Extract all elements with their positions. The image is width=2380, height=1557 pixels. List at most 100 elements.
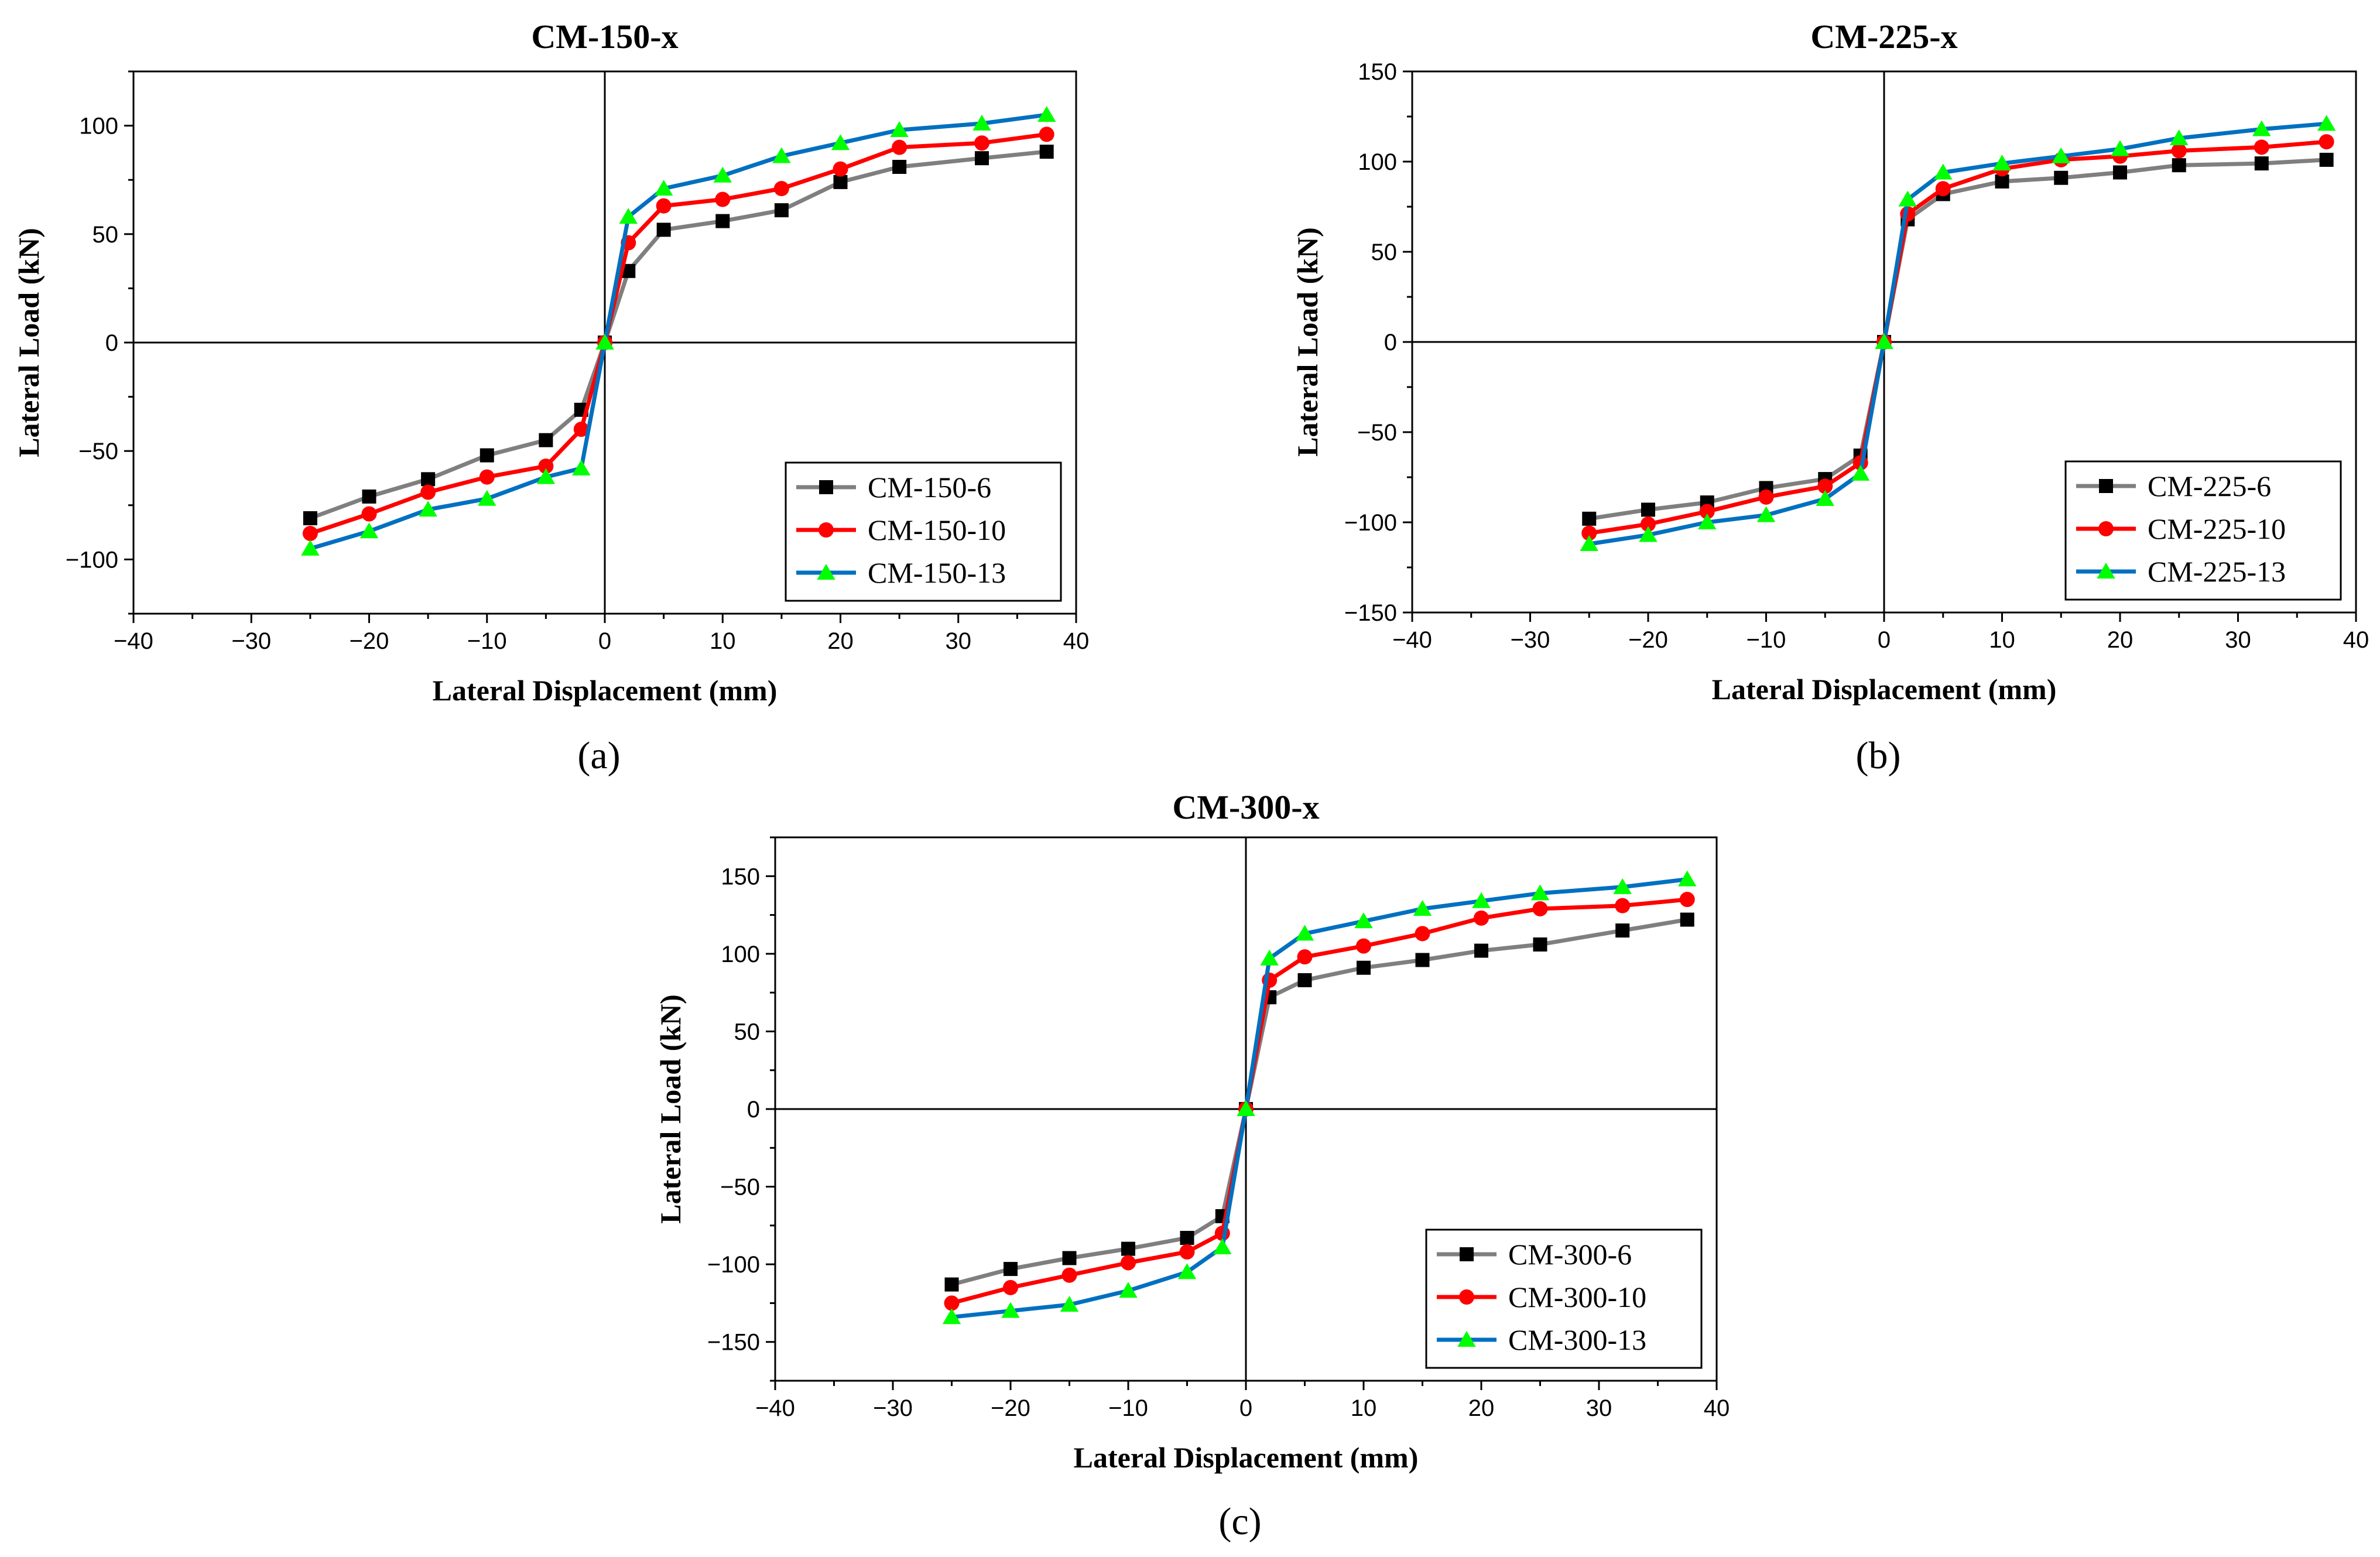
data-point bbox=[1678, 870, 1697, 887]
chart-title: CM-300-x bbox=[1172, 788, 1319, 826]
x-axis-label: Lateral Displacement (mm) bbox=[1074, 1441, 1419, 1474]
legend-entry: CM-150-6 bbox=[868, 471, 991, 504]
data-point bbox=[773, 181, 789, 197]
data-point bbox=[1816, 490, 1834, 506]
data-point bbox=[480, 448, 494, 463]
data-point bbox=[1472, 892, 1491, 908]
data-point bbox=[1180, 1231, 1194, 1245]
series-CM-150-13 bbox=[301, 106, 1056, 556]
data-point bbox=[1415, 953, 1430, 967]
data-point bbox=[1582, 511, 1597, 526]
data-point bbox=[1039, 145, 1054, 159]
legend-entry: CM-300-10 bbox=[1508, 1281, 1646, 1313]
data-point bbox=[654, 180, 673, 196]
x-tick-label: −30 bbox=[873, 1395, 913, 1421]
data-point bbox=[1851, 464, 1870, 481]
data-point bbox=[421, 472, 436, 487]
y-tick-label: 50 bbox=[93, 222, 119, 248]
legend-entry: CM-150-13 bbox=[868, 556, 1006, 589]
legend: CM-150-6 CM-150-10 CM-150-13 bbox=[785, 461, 1062, 602]
data-point bbox=[715, 214, 730, 228]
data-point bbox=[1001, 1302, 1020, 1318]
data-point bbox=[2113, 165, 2127, 180]
y-axis-label: Lateral Load (kN) bbox=[1291, 227, 1324, 457]
panel-label: (a) bbox=[577, 734, 620, 777]
data-point bbox=[359, 522, 379, 539]
y-tick-label: 100 bbox=[1358, 149, 1397, 175]
x-tick-label: −30 bbox=[231, 628, 271, 654]
data-point bbox=[419, 501, 437, 517]
y-axis-label: Lateral Load (kN) bbox=[654, 994, 687, 1224]
y-tick-label: −50 bbox=[720, 1175, 760, 1200]
data-point bbox=[1532, 901, 1548, 916]
x-tick-label: −40 bbox=[114, 628, 153, 654]
data-point bbox=[1357, 960, 1371, 975]
data-point bbox=[1474, 943, 1488, 958]
series-CM-225-13 bbox=[1580, 115, 2336, 551]
data-point bbox=[890, 121, 909, 138]
data-point bbox=[1699, 504, 1715, 519]
data-point bbox=[1356, 938, 1371, 954]
data-point bbox=[972, 114, 991, 131]
y-tick-label: −150 bbox=[707, 1330, 760, 1356]
y-tick-label: −50 bbox=[1357, 420, 1397, 446]
legend-marker bbox=[1457, 1331, 1476, 1347]
data-point bbox=[573, 422, 589, 437]
x-tick-label: −40 bbox=[755, 1395, 795, 1421]
x-tick-label: 40 bbox=[1063, 628, 1090, 654]
data-point bbox=[1297, 949, 1313, 965]
data-point bbox=[2171, 143, 2187, 159]
x-tick-label: −20 bbox=[350, 628, 389, 654]
data-point bbox=[1758, 489, 1774, 505]
x-tick-label: 20 bbox=[827, 628, 854, 654]
data-point bbox=[301, 539, 320, 556]
data-point bbox=[2054, 170, 2069, 185]
data-point bbox=[2319, 152, 2334, 167]
data-point bbox=[572, 459, 591, 475]
data-point bbox=[2252, 120, 2271, 136]
data-point bbox=[1934, 163, 1953, 180]
data-point bbox=[1698, 514, 1717, 529]
series-CM-300-13 bbox=[942, 870, 1697, 1325]
data-point bbox=[302, 525, 318, 541]
legend: CM-225-6 CM-225-10 CM-225-13 bbox=[2064, 460, 2342, 601]
data-point bbox=[1060, 1296, 1079, 1312]
data-point bbox=[892, 159, 907, 174]
legend-marker bbox=[817, 564, 835, 580]
data-point bbox=[1121, 1241, 1135, 1256]
data-point bbox=[1237, 1100, 1255, 1116]
data-point bbox=[538, 458, 554, 474]
data-point bbox=[1615, 923, 1630, 938]
legend-marker bbox=[2099, 479, 2113, 493]
legend-marker bbox=[2097, 563, 2115, 579]
data-point bbox=[1995, 174, 2009, 189]
data-point bbox=[1639, 526, 1658, 542]
y-tick-label: −100 bbox=[707, 1252, 760, 1278]
data-point bbox=[362, 489, 376, 504]
data-point bbox=[1039, 126, 1054, 142]
data-point bbox=[1992, 155, 2012, 171]
data-point bbox=[1875, 333, 1893, 349]
data-point bbox=[833, 161, 848, 177]
x-axis-label: Lateral Displacement (mm) bbox=[1712, 673, 2057, 706]
data-point bbox=[1003, 1279, 1018, 1295]
legend-entry: CM-225-10 bbox=[2148, 512, 2286, 545]
legend-entry: CM-150-10 bbox=[868, 514, 1006, 546]
data-point bbox=[1530, 884, 1550, 901]
chart-panel-3: −40 −30 −20 −10 0 10 20 30 40−150−100−5005010015… bbox=[654, 788, 1730, 1543]
legend: CM-300-6 CM-300-10 CM-300-13 bbox=[1425, 1229, 1703, 1369]
data-point bbox=[1413, 899, 1432, 916]
x-tick-label: −10 bbox=[467, 628, 507, 654]
y-tick-label: −50 bbox=[78, 439, 118, 464]
data-point bbox=[2170, 129, 2189, 145]
y-tick-label: 100 bbox=[79, 114, 118, 139]
data-point bbox=[1297, 973, 1312, 987]
data-point bbox=[831, 134, 850, 150]
series-CM-225-10 bbox=[1581, 134, 2334, 541]
legend-marker bbox=[2098, 521, 2114, 536]
legend-entry: CM-300-13 bbox=[1508, 1323, 1646, 1356]
data-point bbox=[1037, 106, 1056, 122]
data-point bbox=[420, 484, 436, 500]
data-point bbox=[1062, 1251, 1077, 1265]
